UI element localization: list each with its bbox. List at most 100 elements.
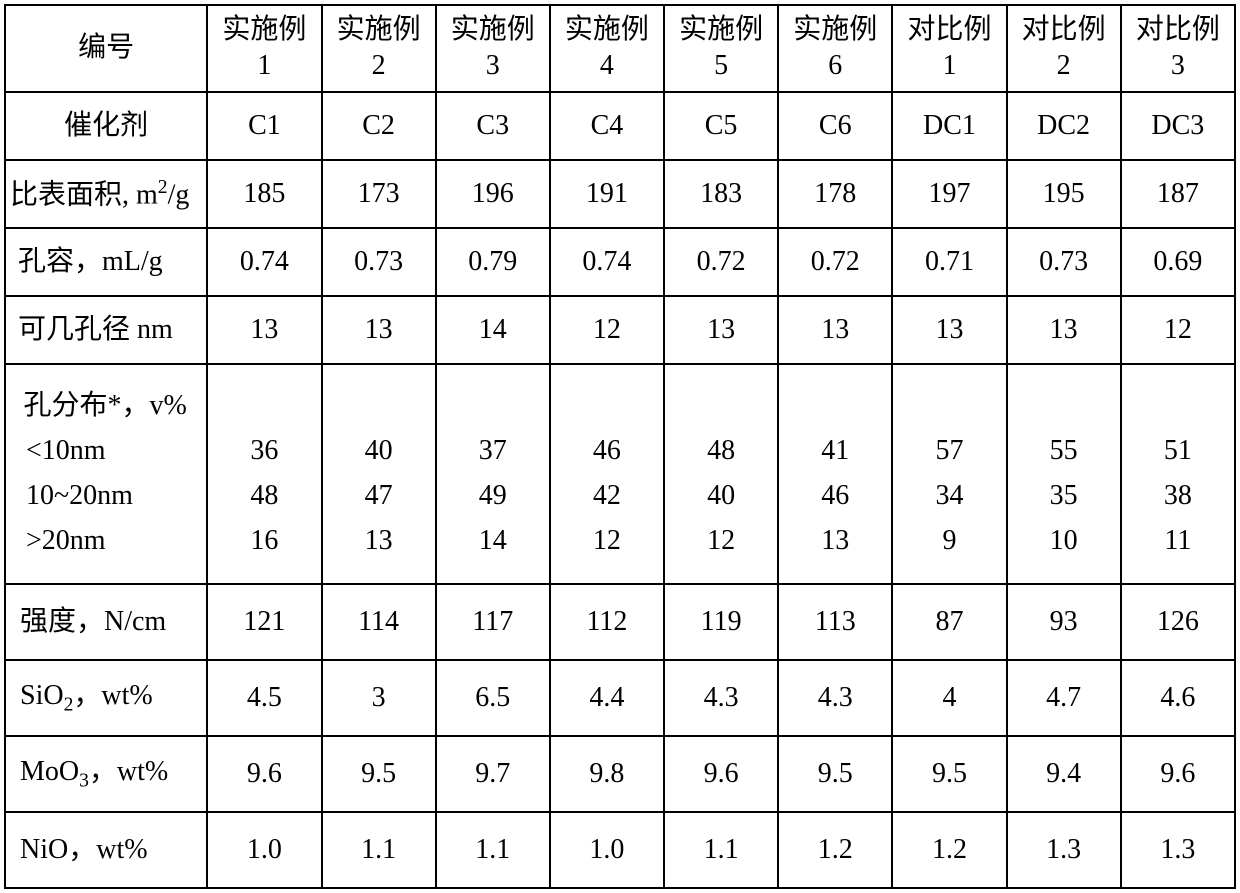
data-cell: 13 — [778, 296, 892, 364]
data-cell: C2 — [322, 92, 436, 160]
data-cell: 4 — [892, 660, 1006, 736]
pore-dist-values: 364816 — [207, 364, 321, 584]
data-cell: 4.7 — [1007, 660, 1121, 736]
data-cell: 183 — [664, 160, 778, 228]
header-col-9: 对比例3 — [1121, 5, 1235, 92]
data-cell: 9.7 — [436, 736, 550, 812]
pore-dist-values: 553510 — [1007, 364, 1121, 584]
data-cell: 113 — [778, 584, 892, 660]
pore-dist-values: 404713 — [322, 364, 436, 584]
row-label: SiO2，wt% — [5, 660, 207, 736]
data-cell: 1.0 — [207, 812, 321, 888]
pore-dist-values: 513811 — [1121, 364, 1235, 584]
data-cell: 114 — [322, 584, 436, 660]
data-cell: 9.6 — [664, 736, 778, 812]
data-cell: C1 — [207, 92, 321, 160]
table-row: 孔容，mL/g0.740.730.790.740.720.720.710.730… — [5, 228, 1235, 296]
data-cell: DC1 — [892, 92, 1006, 160]
row-label: 可几孔径 nm — [5, 296, 207, 364]
data-cell: 0.71 — [892, 228, 1006, 296]
data-cell: 196 — [436, 160, 550, 228]
data-cell: 1.3 — [1007, 812, 1121, 888]
data-cell: 0.72 — [778, 228, 892, 296]
pore-dist-values: 374914 — [436, 364, 550, 584]
data-cell: 178 — [778, 160, 892, 228]
data-table-container: 编号实施例1实施例2实施例3实施例4实施例5实施例6对比例1对比例2对比例3催化… — [4, 4, 1236, 889]
table-row: 比表面积, m2/g185173196191183178197195187 — [5, 160, 1235, 228]
data-cell: 185 — [207, 160, 321, 228]
pore-distribution-row: 孔分布*，v%<10nm10~20nm>20nm 364816 404713 3… — [5, 364, 1235, 584]
data-cell: 9.6 — [207, 736, 321, 812]
data-cell: 1.1 — [664, 812, 778, 888]
header-col-2: 实施例2 — [322, 5, 436, 92]
header-label-cell: 编号 — [5, 5, 207, 92]
data-cell: 9.5 — [892, 736, 1006, 812]
row-label: 孔容，mL/g — [5, 228, 207, 296]
table-row: NiO，wt%1.01.11.11.01.11.21.21.31.3 — [5, 812, 1235, 888]
data-cell: 195 — [1007, 160, 1121, 228]
pore-dist-values: 57349 — [892, 364, 1006, 584]
data-cell: C3 — [436, 92, 550, 160]
data-cell: 121 — [207, 584, 321, 660]
header-col-7: 对比例1 — [892, 5, 1006, 92]
data-cell: 87 — [892, 584, 1006, 660]
data-cell: 0.73 — [1007, 228, 1121, 296]
data-cell: 0.72 — [664, 228, 778, 296]
table-row: 可几孔径 nm131314121313131312 — [5, 296, 1235, 364]
data-cell: 9.4 — [1007, 736, 1121, 812]
data-cell: 1.3 — [1121, 812, 1235, 888]
data-cell: 6.5 — [436, 660, 550, 736]
data-cell: 1.0 — [550, 812, 664, 888]
table-row: SiO2，wt%4.536.54.44.34.344.74.6 — [5, 660, 1235, 736]
header-col-4: 实施例4 — [550, 5, 664, 92]
data-cell: 4.3 — [664, 660, 778, 736]
data-cell: 9.8 — [550, 736, 664, 812]
row-label: NiO，wt% — [5, 812, 207, 888]
data-cell: 4.3 — [778, 660, 892, 736]
data-cell: 1.1 — [436, 812, 550, 888]
data-cell: 119 — [664, 584, 778, 660]
data-cell: C5 — [664, 92, 778, 160]
data-cell: 117 — [436, 584, 550, 660]
data-cell: 9.6 — [1121, 736, 1235, 812]
data-cell: 12 — [1121, 296, 1235, 364]
data-cell: 13 — [1007, 296, 1121, 364]
data-cell: 4.5 — [207, 660, 321, 736]
header-row: 编号实施例1实施例2实施例3实施例4实施例5实施例6对比例1对比例2对比例3 — [5, 5, 1235, 92]
data-cell: 1.2 — [778, 812, 892, 888]
row-label: MoO3，wt% — [5, 736, 207, 812]
data-cell: 12 — [550, 296, 664, 364]
data-cell: 1.1 — [322, 812, 436, 888]
data-cell: 13 — [322, 296, 436, 364]
data-cell: 4.4 — [550, 660, 664, 736]
data-cell: 13 — [207, 296, 321, 364]
data-cell: 112 — [550, 584, 664, 660]
data-cell: 187 — [1121, 160, 1235, 228]
data-cell: 197 — [892, 160, 1006, 228]
data-cell: 93 — [1007, 584, 1121, 660]
data-cell: 1.2 — [892, 812, 1006, 888]
data-cell: DC2 — [1007, 92, 1121, 160]
table-row: 催化剂C1C2C3C4C5C6DC1DC2DC3 — [5, 92, 1235, 160]
table-row: MoO3，wt%9.69.59.79.89.69.59.59.49.6 — [5, 736, 1235, 812]
data-cell: 3 — [322, 660, 436, 736]
header-col-6: 实施例6 — [778, 5, 892, 92]
data-cell: 173 — [322, 160, 436, 228]
data-cell: 0.79 — [436, 228, 550, 296]
data-cell: 0.73 — [322, 228, 436, 296]
data-cell: 4.6 — [1121, 660, 1235, 736]
data-cell: 126 — [1121, 584, 1235, 660]
data-cell: 0.74 — [550, 228, 664, 296]
data-table: 编号实施例1实施例2实施例3实施例4实施例5实施例6对比例1对比例2对比例3催化… — [4, 4, 1236, 889]
data-cell: 191 — [550, 160, 664, 228]
data-cell: 9.5 — [778, 736, 892, 812]
row-label: 强度，N/cm — [5, 584, 207, 660]
data-cell: 13 — [892, 296, 1006, 364]
data-cell: 14 — [436, 296, 550, 364]
data-cell: 9.5 — [322, 736, 436, 812]
header-col-3: 实施例3 — [436, 5, 550, 92]
data-cell: C6 — [778, 92, 892, 160]
header-col-5: 实施例5 — [664, 5, 778, 92]
row-label: 比表面积, m2/g — [5, 160, 207, 228]
data-cell: 0.74 — [207, 228, 321, 296]
